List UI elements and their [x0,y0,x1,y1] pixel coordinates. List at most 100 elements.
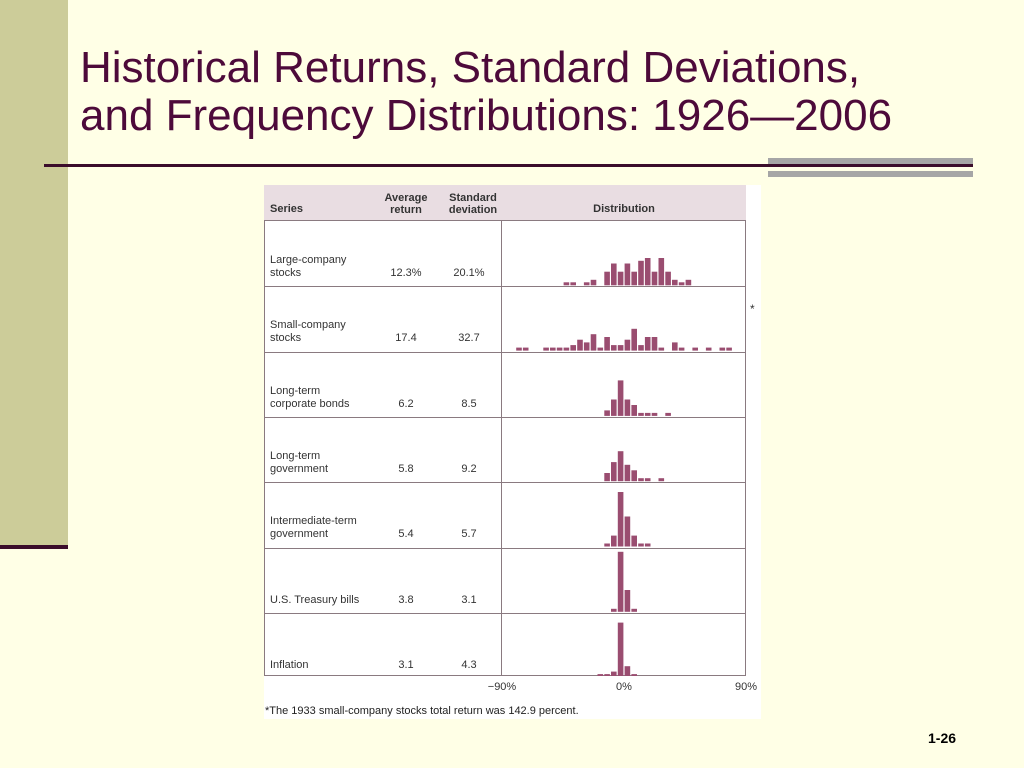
histogram-bar [672,279,678,286]
histogram-bar [631,470,637,482]
histogram-bar [644,478,651,482]
histogram-bar [644,258,651,286]
histogram-bar [604,674,610,676]
histogram-bar [604,271,610,286]
series-name: Large-company stocks [270,254,380,280]
histogram-bar [685,279,692,286]
row-separator [264,352,746,353]
series-name: Long-term government [270,450,380,476]
histogram-bar [611,671,617,676]
average-return-value: 3.1 [398,659,414,671]
histogram-bar [611,263,617,286]
row-separator [264,417,746,418]
histogram-bar [726,347,732,351]
histogram-bar [631,271,637,286]
histogram-bar [672,342,678,351]
histogram-bar [658,347,665,351]
histogram-bar [516,347,522,351]
header-series: Series [270,203,304,215]
series-name: Inflation [270,659,380,672]
histogram-bar [638,412,644,416]
histogram-bar [604,410,610,416]
histogram-bar [597,347,604,351]
histogram-bar [631,405,637,416]
standard-deviation-value: 3.1 [461,594,477,606]
histogram-bar [638,260,644,286]
series-name: Small-company stocks [270,319,380,345]
title-rule [44,164,973,167]
title-line-2: and Frequency Distributions: 1926—2006 [80,91,893,140]
row-separator [264,482,746,483]
histogram-bar [611,345,617,351]
histogram-bar [577,339,583,351]
histogram-bar [678,282,685,286]
histogram-bar [692,347,698,351]
distribution-divider [501,221,502,676]
x-tick-label-zero: 0% [616,681,632,693]
title-line-1: Historical Returns, Standard Deviations, [80,43,861,92]
histogram-bar [658,478,665,482]
histogram-bar [611,462,617,482]
row-separator [264,286,746,287]
header-std-line2: deviation [448,204,498,216]
histogram-bar [617,345,624,351]
standard-deviation-value: 32.7 [458,332,480,344]
histogram-bar [665,412,671,416]
header-average-line1: Average [384,192,428,204]
histogram-bar [624,339,631,351]
histogram-bar [617,492,624,547]
histogram-bar [556,347,563,351]
histogram-bar [583,342,590,351]
histogram-bar [651,412,658,416]
series-name-line1: Inflation [270,659,309,671]
histogram-bar [651,337,658,351]
footnote: *The 1933 small-company stocks total ret… [265,705,579,717]
histogram-bar [624,590,631,612]
histogram-bar [617,380,624,416]
header-distribution: Distribution [593,203,655,215]
decorative-gray-bar [768,171,973,177]
series-name-line2: government [270,463,329,475]
header-std-line1: Standard [449,192,497,204]
header-average-line2: return [390,204,422,216]
histogram-bar [665,271,671,286]
histogram-bar [590,334,597,351]
histogram-bar [638,478,644,482]
histogram-bar [719,347,726,351]
histogram-bar [631,328,637,351]
histogram-bar [611,608,617,612]
row-separator [264,613,746,614]
small-company-asterisk: * [750,302,755,316]
left-accent-line [0,545,68,549]
row-separator [264,548,746,549]
histogram-bar [624,464,631,482]
histogram-bar [644,412,651,416]
series-name-line1: Long-term [270,450,321,462]
average-return-value: 6.2 [398,398,414,410]
histogram-bar [644,543,651,547]
standard-deviation-value: 8.5 [461,398,477,410]
histogram-bar [570,282,576,286]
histogram-bar [617,451,624,482]
standard-deviation-value: 4.3 [461,659,477,671]
average-return-value: 3.8 [398,594,414,606]
series-name: Intermediate-term government [270,515,380,541]
histogram-bar [604,543,610,547]
x-tick-label-max: 90% [734,681,758,693]
decorative-gray-bar [768,158,973,164]
histogram-bar [563,347,570,351]
histogram-bar [597,674,604,676]
average-return-value: 17.4 [395,332,417,344]
header-average: Average return [376,192,436,216]
histogram-bar [590,279,597,286]
histogram-bar [631,535,637,547]
returns-table: Series Average return Standard deviation… [264,185,761,719]
histogram-bar [604,337,610,351]
distribution-histograms [516,258,732,676]
series-name-line2: government [270,528,329,540]
series-name: U.S. Treasury bills [270,594,380,607]
histogram-bar [522,347,529,351]
average-return-value: 5.4 [398,528,414,540]
histogram-bar [658,258,665,286]
histogram-bar [617,622,624,676]
